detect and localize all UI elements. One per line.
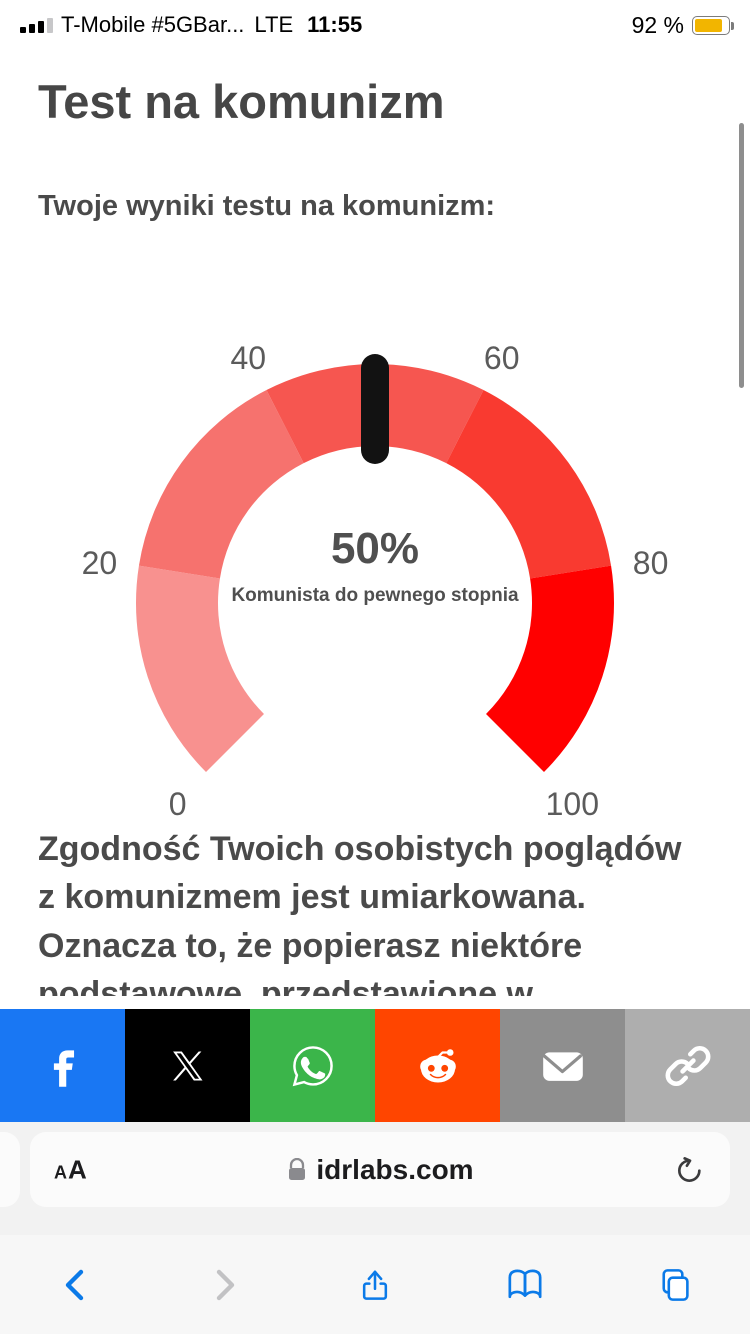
svg-text:50%: 50%	[331, 524, 419, 573]
svg-text:100: 100	[546, 786, 599, 822]
svg-text:60: 60	[484, 340, 520, 376]
svg-text:0: 0	[169, 786, 187, 822]
svg-text:40: 40	[231, 340, 267, 376]
svg-text:20: 20	[82, 545, 118, 581]
svg-text:80: 80	[633, 545, 669, 581]
svg-text:Komunista do pewnego stopnia: Komunista do pewnego stopnia	[231, 585, 519, 606]
